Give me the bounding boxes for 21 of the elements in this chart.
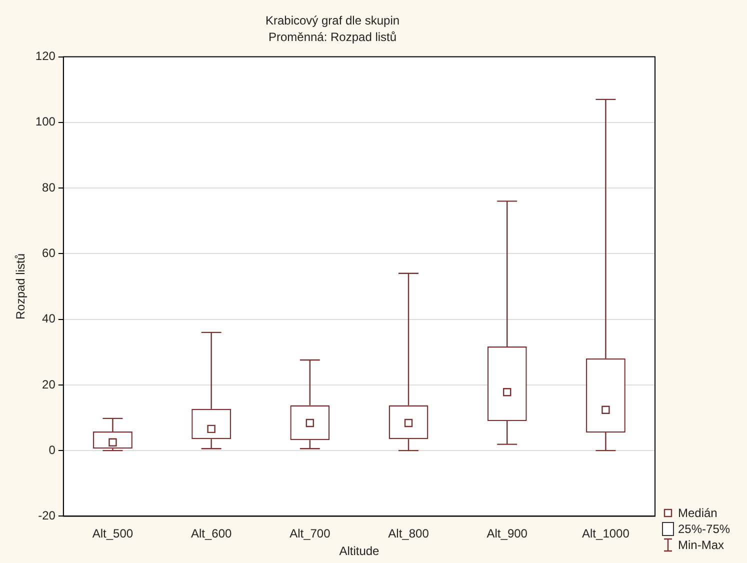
- chart-title: Krabicový graf dle skupin: [265, 14, 400, 28]
- x-axis-title: Altitude: [339, 544, 380, 558]
- x-tick-label: Alt_900: [486, 526, 528, 541]
- y-tick-label: 0: [48, 442, 56, 457]
- x-tick-label: Alt_1000: [582, 526, 630, 541]
- x-tick-label: Alt_500: [92, 526, 134, 541]
- y-axis-title: Rozpad listů: [14, 253, 28, 320]
- y-tick-label: 40: [42, 312, 56, 326]
- y-tick-label: 100: [35, 114, 56, 129]
- y-tick-label: -20: [38, 508, 56, 523]
- x-tick-label: Alt_800: [388, 526, 430, 541]
- y-tick-label: 20: [42, 377, 56, 392]
- x-tick-label: Alt_600: [190, 526, 232, 541]
- y-tick-label: 120: [35, 49, 56, 64]
- y-tick-label: 80: [42, 180, 56, 194]
- y-tick-label: 60: [42, 246, 56, 260]
- chart-subtitle: Proměnná: Rozpad listů: [268, 30, 397, 44]
- text: Min-Max: [678, 537, 724, 553]
- text: Medián: [678, 505, 718, 521]
- x-tick-label: Alt_700: [290, 526, 331, 541]
- text: 25%-75%: [678, 521, 730, 537]
